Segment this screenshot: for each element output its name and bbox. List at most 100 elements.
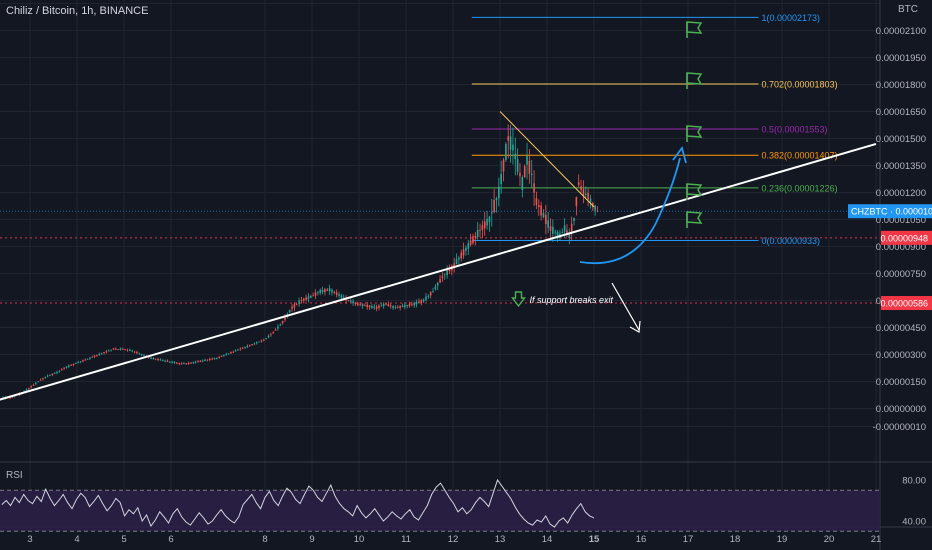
candle-body [117, 349, 119, 350]
fib-level-label: 0.382(0.00001407) [762, 151, 838, 161]
candle-body [46, 375, 49, 377]
candle-body [415, 301, 418, 305]
candle-body [549, 226, 552, 231]
candle-body [51, 373, 54, 375]
candle-body [176, 362, 178, 364]
candle-body [154, 358, 157, 360]
candle-body [469, 240, 472, 246]
price-tick-label: 0.00000900 [876, 242, 926, 253]
time-tick-label: 10 [354, 534, 365, 545]
candle-body [359, 304, 361, 306]
candle-body [507, 136, 510, 141]
candle-body [340, 295, 343, 298]
candle-body [545, 214, 547, 225]
candle-body [533, 183, 535, 193]
candle-body [58, 370, 61, 372]
candle-body [422, 299, 425, 302]
candle-body [523, 166, 526, 178]
candle-body [122, 348, 124, 350]
fib-level-label: 0(0.00000933) [762, 236, 821, 246]
candle-body [166, 360, 169, 362]
rsi-label: RSI [6, 470, 23, 481]
candle-body [366, 304, 369, 308]
bullish-arrow-head [672, 145, 687, 164]
candle-body [173, 362, 176, 364]
candle-body [479, 230, 481, 231]
fib-level-label: 1(0.00002173) [762, 13, 821, 23]
candle-body [530, 173, 533, 176]
price-tick-label: 0.00001050 [876, 215, 926, 226]
candle-body [227, 353, 230, 355]
candle-body [352, 301, 354, 304]
candle-body [364, 305, 366, 307]
candle-body [554, 231, 557, 233]
candle-body [258, 341, 260, 343]
candle-body [580, 186, 582, 190]
candle-body [441, 276, 444, 278]
candle-body [486, 218, 488, 226]
candle-body [373, 306, 376, 308]
candle-body [472, 236, 474, 244]
candle-body [540, 205, 542, 216]
bullish-projection-arrow [579, 157, 681, 264]
candle-body [349, 300, 352, 302]
candle-body [587, 192, 589, 200]
candle-body [361, 303, 364, 307]
candle-body [542, 212, 545, 218]
candle-body [86, 358, 89, 360]
candle-body [98, 353, 101, 356]
candle-body [418, 301, 420, 304]
candle-body [566, 230, 568, 234]
candle-body [429, 292, 432, 296]
candle-body [42, 378, 44, 380]
candle-body [171, 361, 173, 363]
price-tick-label: 0.00000000 [876, 404, 926, 415]
candle-body [237, 349, 239, 351]
candle-body [213, 357, 216, 360]
candle-body [263, 339, 265, 341]
price-tag-name: CHZBTC · 0.00001096 [851, 207, 932, 217]
candle-body [502, 159, 505, 172]
candle-body [547, 220, 549, 228]
candle-body [406, 304, 408, 306]
candle-body [190, 362, 192, 364]
candle-body [498, 186, 500, 199]
time-tick-label: 21 [871, 534, 882, 545]
candle-body [253, 343, 256, 345]
price-tag-value: 0.00000586 [880, 299, 928, 309]
candle-body [178, 363, 181, 364]
price-tick-label: 0.00000150 [876, 377, 926, 388]
candle-body [526, 155, 528, 165]
candle-body [465, 247, 467, 251]
flag-icon [686, 72, 703, 89]
time-tick-label: 18 [730, 534, 741, 545]
candle-body [448, 269, 451, 272]
candle-body [239, 348, 242, 350]
candle-body [37, 381, 40, 383]
candle-body [183, 362, 185, 365]
rsi-tick-label: 80.00 [902, 476, 926, 487]
candle-body [136, 352, 138, 354]
candle-body [432, 291, 434, 292]
candle-body [187, 362, 190, 365]
candle-body [408, 303, 411, 307]
flag-icon [686, 21, 703, 38]
resistance-trendline [499, 111, 595, 208]
candle-body [93, 355, 96, 357]
candle-body [401, 305, 404, 307]
candle-body [385, 303, 387, 305]
candle-body [575, 197, 578, 206]
candle-body [458, 257, 460, 260]
rsi-band [0, 490, 880, 532]
candle-body [371, 305, 373, 308]
candle-body [216, 358, 218, 359]
candle-body [420, 300, 423, 303]
candle-body [392, 305, 394, 308]
candle-body [218, 356, 220, 358]
candle-body [505, 143, 507, 161]
price-tick-label: 0.00001950 [876, 53, 926, 64]
candle-body [563, 225, 566, 232]
candle-body [552, 226, 554, 234]
candle-body [140, 353, 143, 356]
